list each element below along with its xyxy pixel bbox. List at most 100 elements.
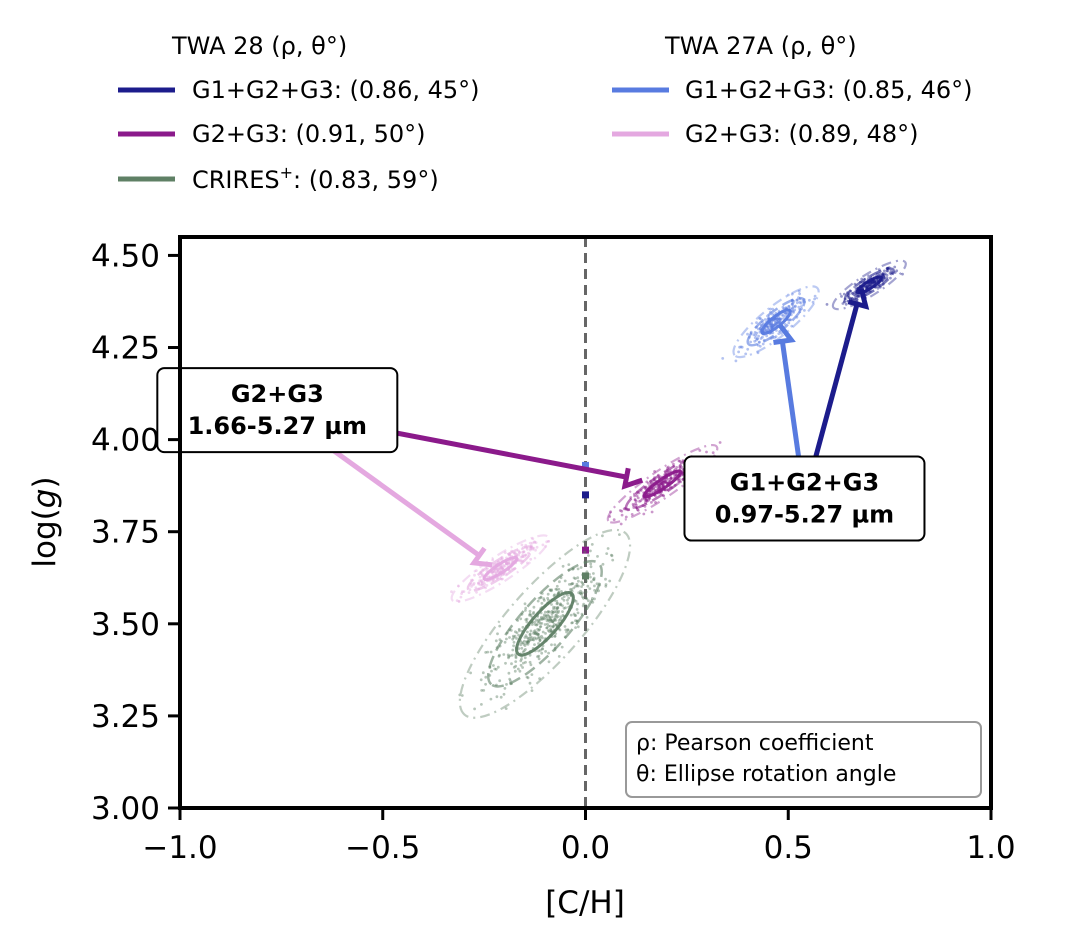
data-point [780,331,783,335]
data-point [575,608,579,611]
data-point [509,629,513,632]
data-point [674,473,678,477]
data-point [496,569,500,573]
data-point [553,634,557,638]
data-point [669,477,673,480]
data-point [555,623,558,627]
data-point [798,300,802,304]
data-point [514,630,517,634]
data-point [676,482,680,485]
data-point [526,637,530,641]
data-point [528,653,532,657]
data-point [647,498,650,502]
legend-label-twa27a-g123: G1+G2+G3: (0.85, 46°) [685,76,973,104]
data-point [661,480,665,484]
data-point [505,561,509,565]
data-point [533,632,537,635]
data-point [553,643,557,647]
data-point [474,569,478,572]
data-point [850,297,854,300]
data-point [470,585,473,588]
data-point [889,276,892,280]
data-point [534,631,537,635]
contour-ellipse [843,267,895,303]
data-point [511,648,515,652]
data-point [529,663,533,667]
data-point [546,592,550,596]
data-point [585,616,589,619]
data-point [777,316,781,319]
data-point [498,567,501,571]
data-point [619,522,623,526]
data-point [596,555,599,558]
data-point [473,707,476,711]
data-point [590,580,593,584]
data-point [549,629,553,632]
data-point [557,591,561,595]
data-point [480,582,484,586]
annotation-line1: G2+G3 [231,380,324,408]
annotation-arrowhead [469,546,493,568]
data-point [589,575,592,579]
data-point [633,498,637,501]
data-point [496,568,500,572]
data-point [499,565,503,569]
data-point [538,637,542,641]
contour-ellipse [831,259,907,311]
data-point [514,664,518,668]
data-point [547,630,551,633]
data-point [553,617,557,621]
data-point [529,557,533,561]
data-point [648,497,651,501]
data-point [493,570,496,574]
data-point [770,322,773,326]
data-point [513,634,517,638]
data-point [580,592,583,596]
data-point [531,636,534,640]
data-point [664,480,668,483]
data-point [574,599,578,603]
data-point [811,300,815,304]
data-point [772,324,776,327]
x-axis-label: [C/H] [545,885,625,921]
data-point [535,623,538,627]
data-point [528,541,532,545]
data-point [639,499,643,503]
data-point [504,707,508,710]
data-point [641,497,644,501]
contour-ellipse [515,591,575,657]
data-point [552,623,556,626]
data-point [586,584,590,588]
data-point [766,326,770,329]
data-point [579,566,583,569]
data-point [776,317,779,321]
data-point [604,577,607,581]
contour-ellipse [450,534,551,603]
data-point [873,280,876,284]
data-point [568,583,571,586]
data-point [576,611,580,615]
data-point [881,272,885,276]
data-point [524,660,527,664]
data-point [579,589,582,593]
data-point [541,543,545,547]
data-point [562,606,566,610]
data-point [869,283,872,287]
data-point [789,318,793,322]
data-point [662,481,666,484]
data-point [841,302,845,305]
data-point [758,344,762,348]
data-point [569,588,572,591]
data-point [536,655,539,658]
data-point [511,634,515,638]
data-point [549,624,552,628]
data-point [579,591,582,595]
data-point [757,341,761,344]
zero-line-marker [582,572,589,580]
data-point [546,629,550,632]
data-point [533,636,537,640]
data-point [473,573,476,577]
data-point [793,308,797,312]
data-point [557,619,561,622]
data-point [737,350,740,354]
